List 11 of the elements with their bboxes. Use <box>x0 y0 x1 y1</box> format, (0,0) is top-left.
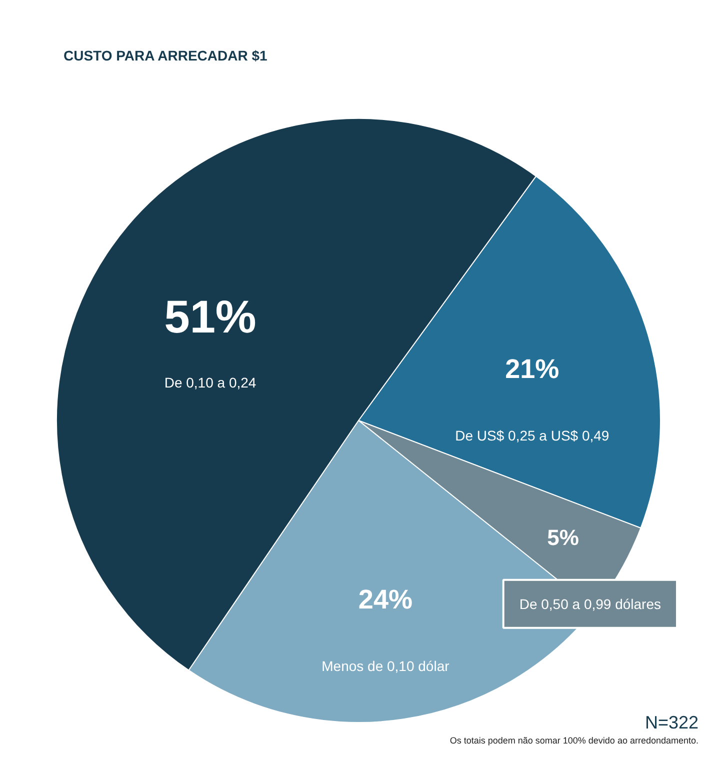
data-label: 21% <box>505 354 560 384</box>
text: N=322 <box>644 712 699 732</box>
slice-label: De 0,50 a 0,99 dólares <box>519 596 661 612</box>
chart-title: CUSTO PARA ARRECADAR $1 <box>64 48 268 64</box>
data-label: 51% <box>164 290 256 342</box>
slice-label: Menos de 0,10 dólar <box>322 658 450 674</box>
data-label: 5% <box>547 524 579 550</box>
slice-label: De US$ 0,25 a US$ 0,49 <box>455 427 610 444</box>
text: Os totais podem não somar 100% devido ao arredondamento. <box>450 736 699 746</box>
slice-label: De 0,10 a 0,24 <box>164 374 256 391</box>
data-label: 24% <box>358 584 412 615</box>
